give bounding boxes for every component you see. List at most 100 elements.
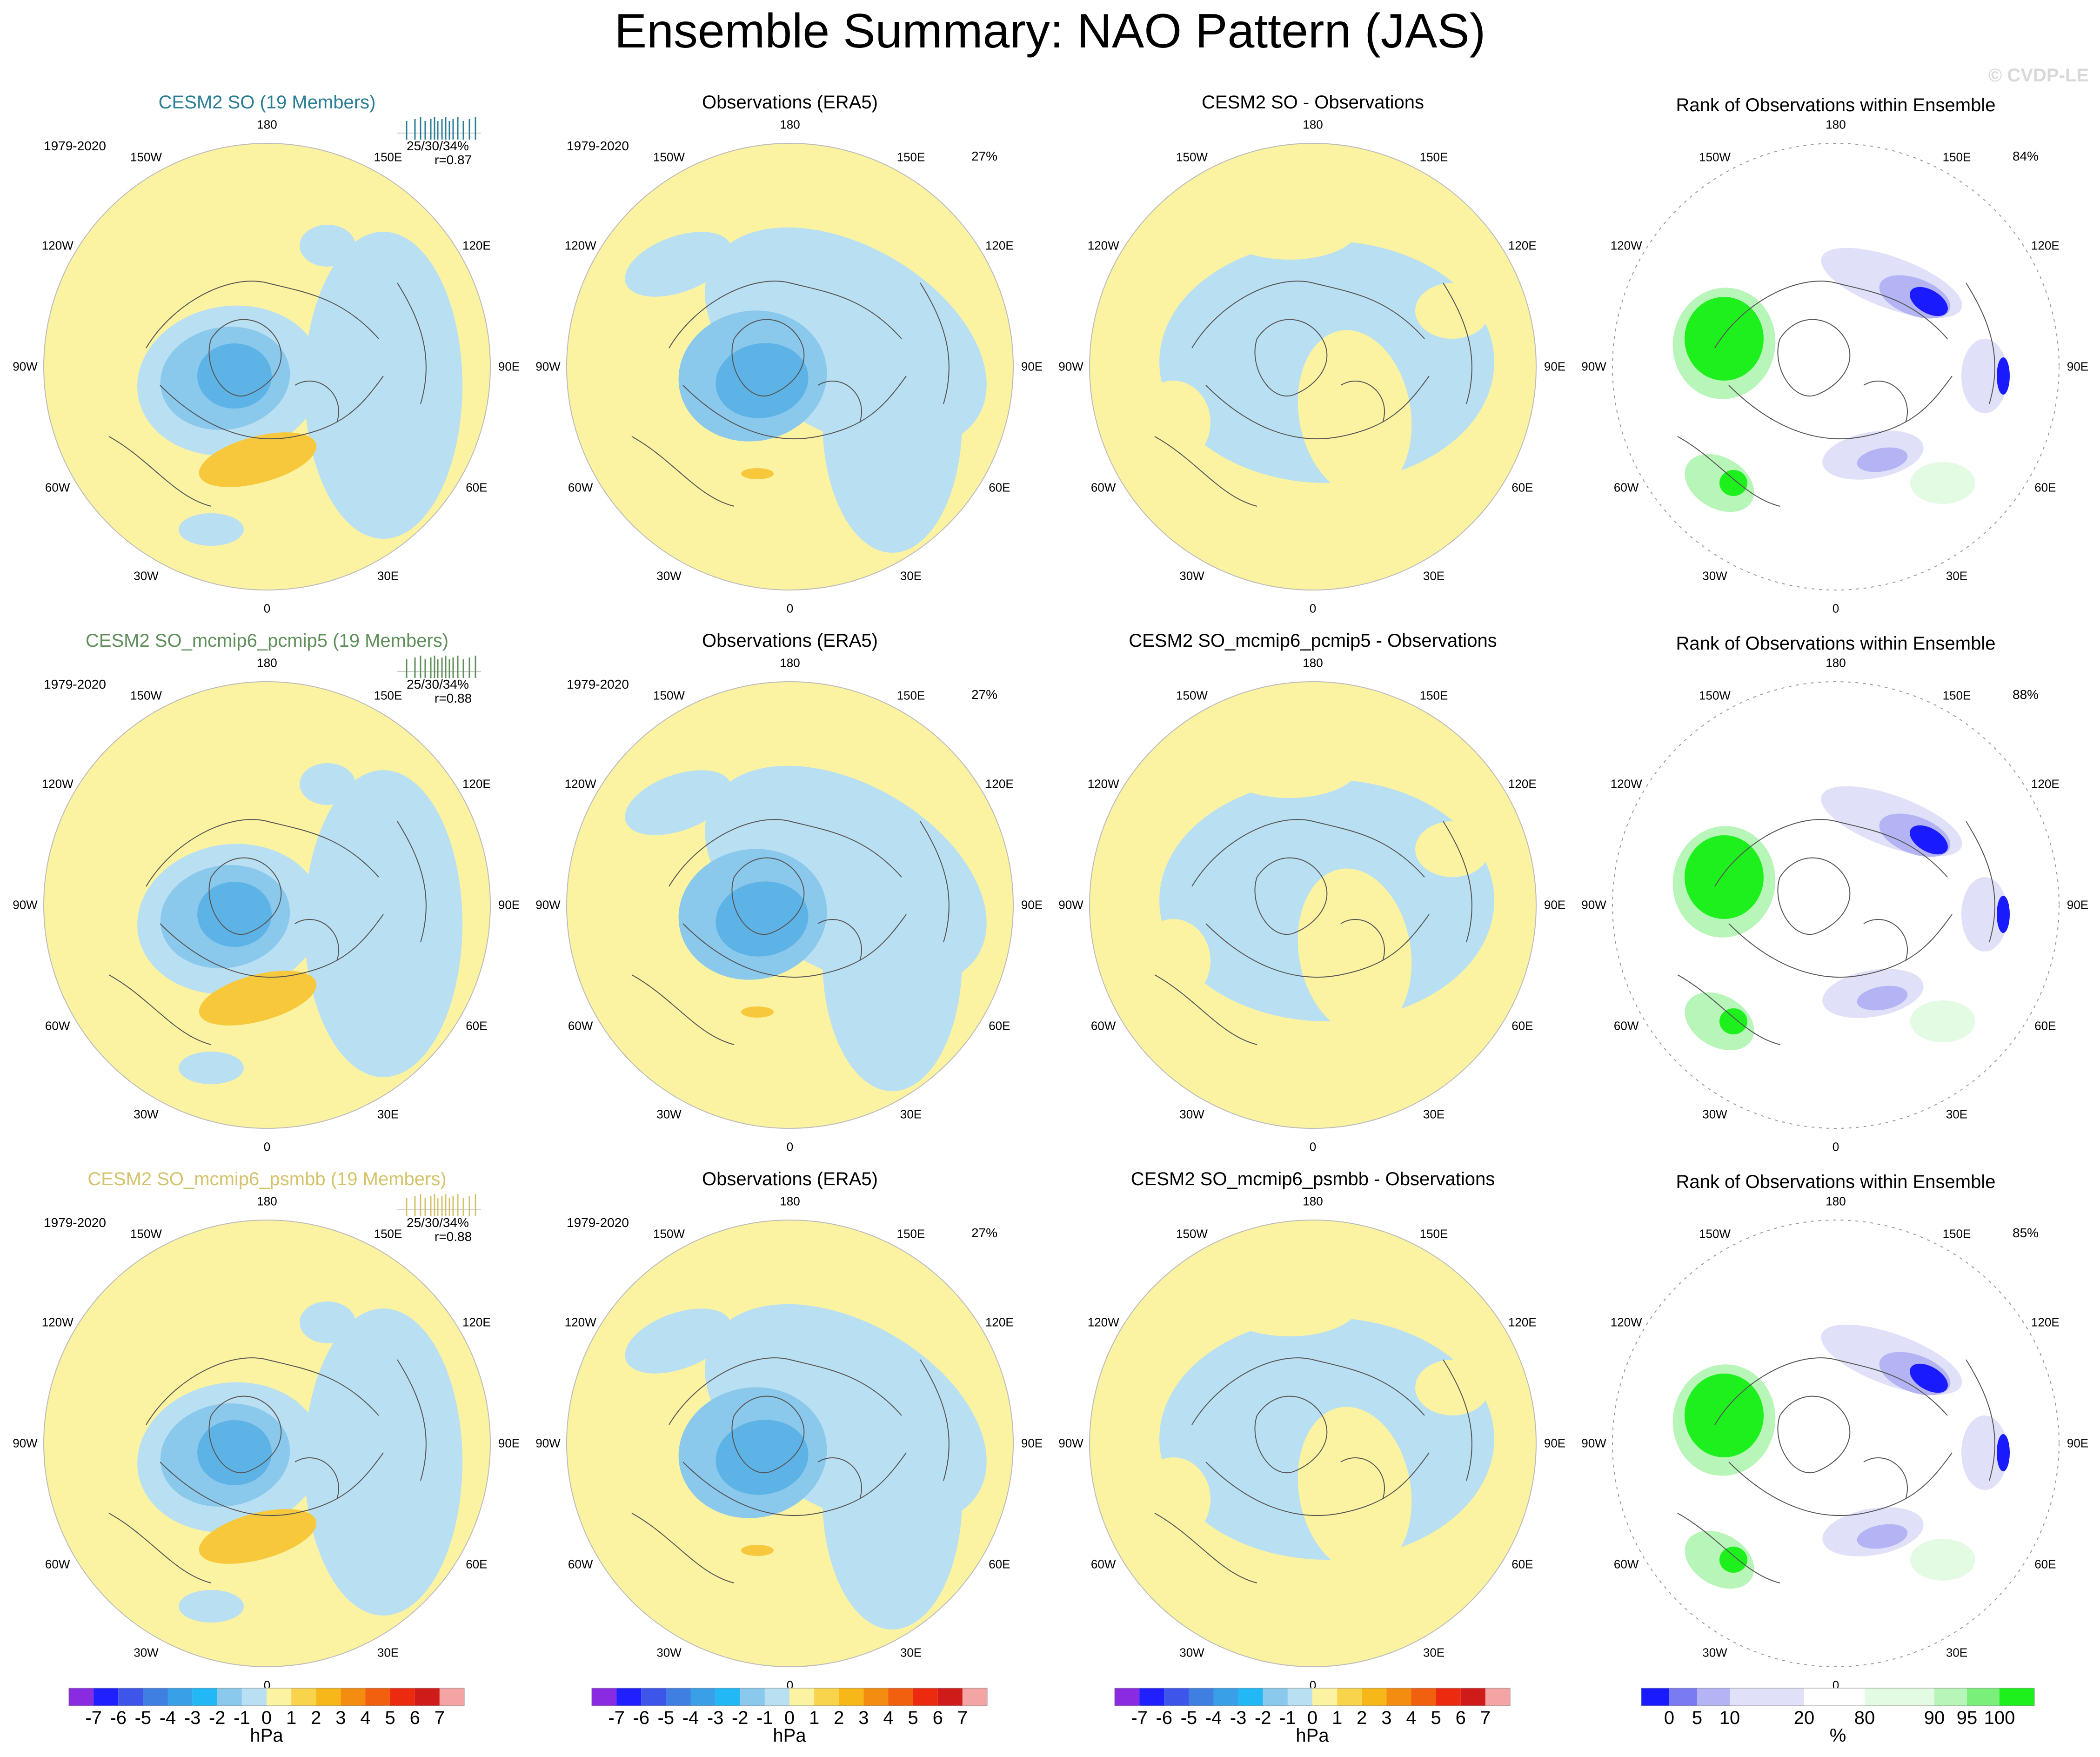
rank-area <box>1685 835 1764 919</box>
colorbar-swatch <box>1865 1688 1934 1706</box>
rank-area <box>1961 1415 2008 1490</box>
longitude-label: 90W <box>535 359 561 374</box>
longitude-label: 60E <box>466 480 488 495</box>
colorbar-swatch <box>390 1688 415 1706</box>
longitude-label: 30W <box>1702 569 1727 583</box>
colorbar-swatch <box>69 1688 94 1706</box>
colorbar-tick-label: -3 <box>707 1708 724 1728</box>
rank-area <box>1719 1008 1747 1034</box>
colorbar-tick-label: -4 <box>682 1708 699 1728</box>
longitude-label: 0 <box>1309 601 1317 616</box>
longitude-label: 150W <box>653 150 685 164</box>
longitude-label: 120E <box>1508 238 1537 253</box>
colorbar-tick-label: 95 <box>1956 1708 1978 1728</box>
colorbar-tick-label: 5 <box>908 1708 918 1728</box>
period-label: 1979-2020 <box>567 139 629 153</box>
colorbar-tick-label: 7 <box>434 1708 445 1728</box>
rank-area <box>1719 470 1747 496</box>
longitude-label: 60E <box>2034 1019 2056 1033</box>
longitude-label: 30E <box>377 1645 399 1660</box>
longitude-label: 180 <box>1826 1194 1846 1208</box>
colorbar-swatch <box>616 1688 642 1706</box>
model-panel-title: CESM2 SO (19 Members) <box>158 92 376 113</box>
period-label: 1979-2020 <box>44 1215 106 1230</box>
longitude-label: 90E <box>1021 898 1043 912</box>
longitude-label: 120W <box>41 238 74 253</box>
rank-pct: 85% <box>2013 1226 2039 1240</box>
longitude-label: 60W <box>1613 480 1639 495</box>
rank-area <box>1910 287 1948 316</box>
colorbar-tick-label: 2 <box>834 1708 844 1728</box>
longitude-label: 90E <box>2067 359 2089 374</box>
rank-area <box>1857 986 1908 1011</box>
longitude-label: 30W <box>134 1107 159 1121</box>
longitude-label: 90E <box>1544 359 1566 374</box>
colorbar-swatch <box>1436 1688 1461 1706</box>
longitude-label: 90E <box>2067 1436 2089 1450</box>
colorbar-tick-label: 5 <box>385 1708 395 1728</box>
colorbar-tick-label: -6 <box>633 1708 650 1728</box>
colorbar-swatch <box>1213 1688 1238 1706</box>
longitude-label: 150W <box>130 150 162 164</box>
colorbar-tick-label: 3 <box>858 1708 869 1728</box>
longitude-label: 60W <box>45 480 70 495</box>
field-area <box>1415 1360 1490 1415</box>
longitude-label: 60E <box>2034 480 2056 495</box>
colorbar-swatch <box>1386 1688 1411 1706</box>
longitude-label: 120E <box>985 1315 1014 1329</box>
longitude-label: 0 <box>263 601 271 616</box>
colorbar-tick-label: -7 <box>1131 1708 1148 1728</box>
field-area <box>1136 381 1211 464</box>
colorbar-tick-label: 90 <box>1924 1708 1945 1728</box>
longitude-label: 60E <box>989 1557 1010 1571</box>
colorbar-swatch <box>1730 1688 1804 1706</box>
pattern-stats: 25/30/34% <box>407 139 469 153</box>
longitude-label: 30E <box>377 1107 399 1121</box>
colorbar-tick-label: 4 <box>360 1708 371 1728</box>
colorbar-swatch <box>1312 1688 1338 1706</box>
longitude-label: 150W <box>130 1227 162 1241</box>
longitude-label: 90W <box>535 1436 561 1450</box>
field-area <box>741 1006 774 1018</box>
longitude-label: 30W <box>1702 1645 1727 1660</box>
longitude-label: 60W <box>1613 1019 1639 1033</box>
longitude-label: 120W <box>1087 238 1119 253</box>
coastline <box>1154 281 1472 507</box>
longitude-label: 60W <box>1613 1557 1639 1571</box>
longitude-label: 30E <box>1946 1107 1968 1121</box>
longitude-label: 120E <box>462 777 491 791</box>
rank-area <box>1685 297 1764 381</box>
colorbar-tick-label: 0 <box>261 1708 272 1728</box>
longitude-label: 60E <box>1511 480 1533 495</box>
longitude-label: 60W <box>568 1557 593 1571</box>
colorbar-tick-label: 3 <box>335 1708 346 1728</box>
longitude-label: 120E <box>462 238 491 253</box>
longitude-label: 30E <box>900 1107 922 1121</box>
colorbar-swatch <box>1115 1688 1140 1706</box>
colorbar-swatch <box>143 1688 168 1706</box>
colorbar-swatch <box>192 1688 217 1706</box>
obs-variance-pct: 27% <box>971 687 998 702</box>
longitude-label: 30E <box>1946 1645 1968 1660</box>
coastline <box>108 281 427 507</box>
field-area <box>625 1308 732 1374</box>
field-area <box>199 971 317 1026</box>
longitude-label: 60W <box>568 1019 593 1033</box>
longitude-label: 30W <box>656 1107 682 1121</box>
colorbar-tick-label: 4 <box>883 1708 894 1728</box>
coastline <box>631 1357 950 1583</box>
rank-area <box>1857 1524 1908 1549</box>
colorbar-swatch <box>1641 1688 1669 1706</box>
longitude-label: 30E <box>900 1645 922 1660</box>
longitude-label: 60W <box>568 480 593 495</box>
colorbar-tick-label: -7 <box>608 1708 625 1728</box>
longitude-label: 0 <box>786 601 794 616</box>
colorbar-swatch <box>217 1688 242 1706</box>
